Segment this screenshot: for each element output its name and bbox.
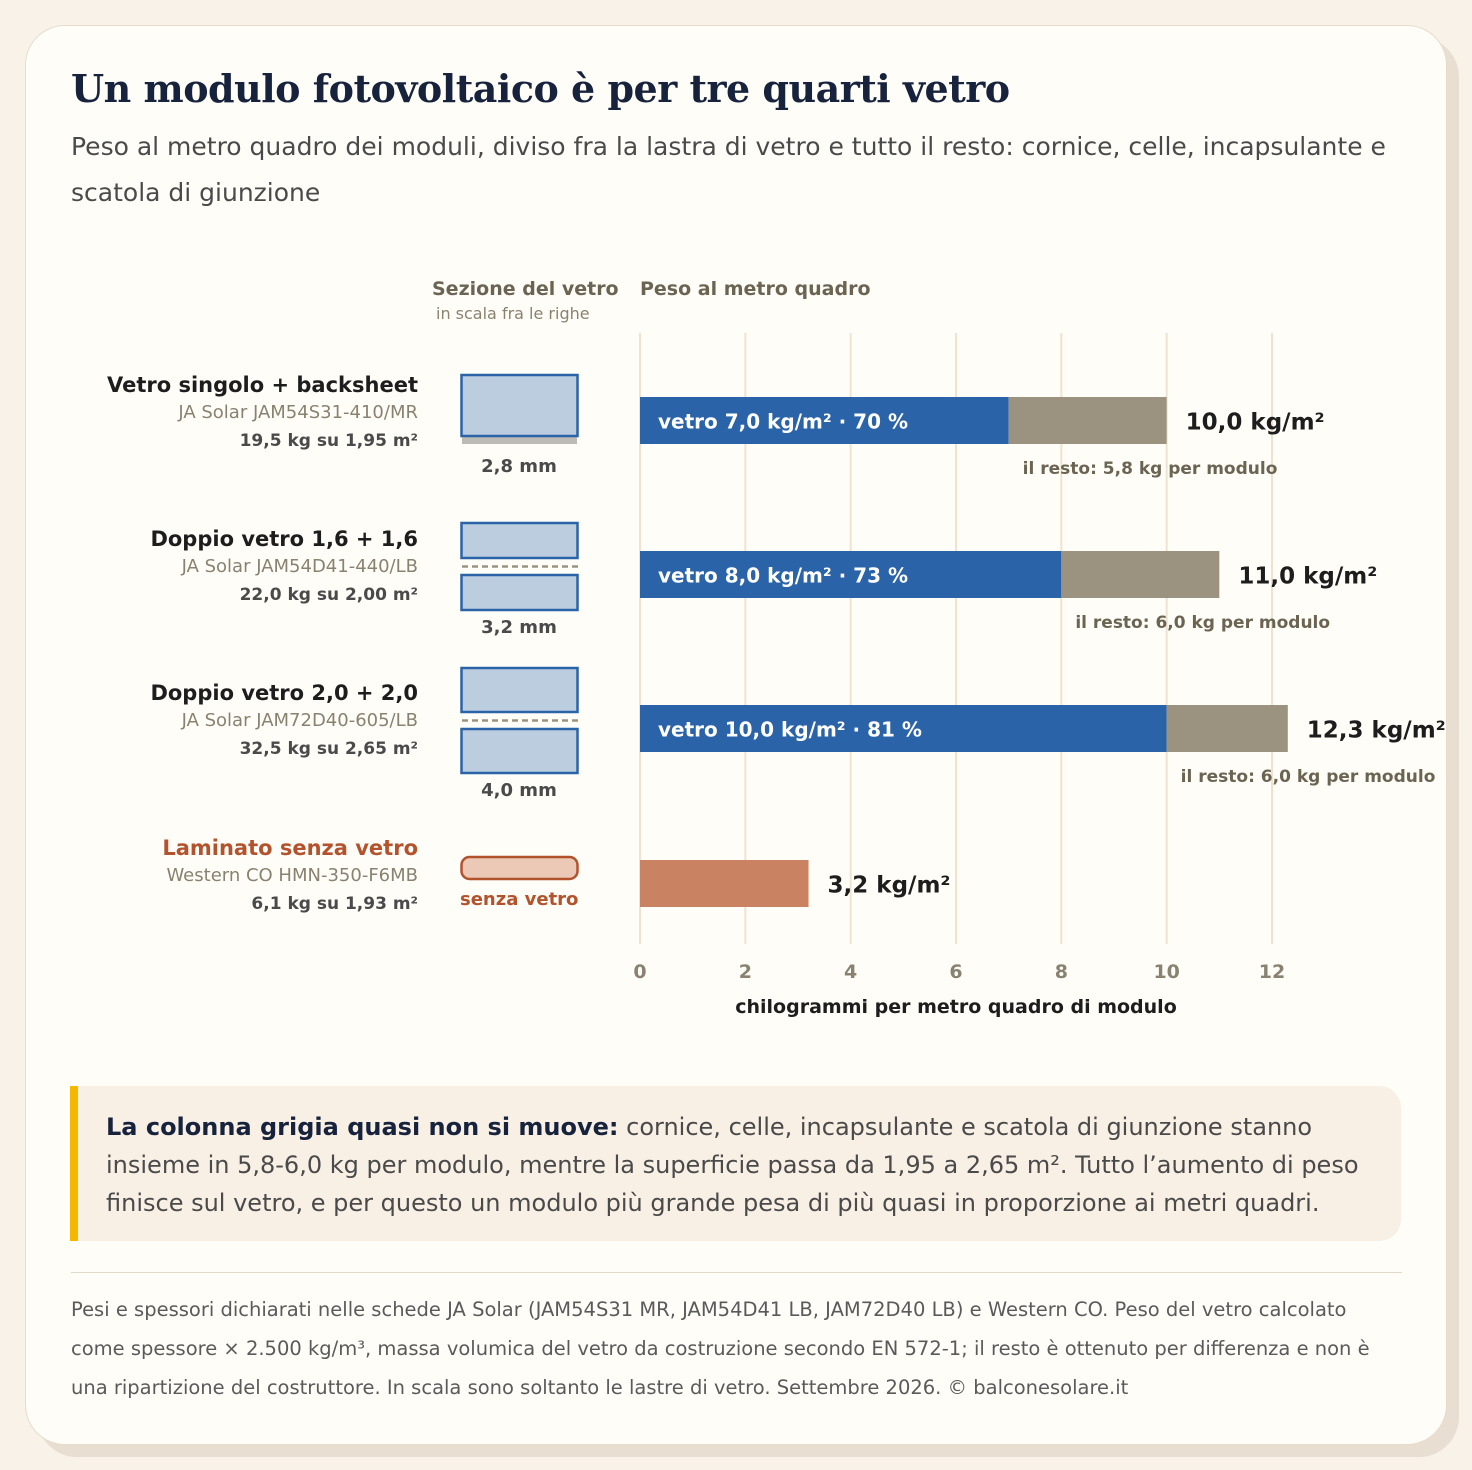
rest-data-label-0: il resto: 5,8 kg per modulo	[1023, 459, 1278, 479]
x-axis-label: chilogrammi per metro quadro di modulo	[735, 996, 1177, 1018]
x-tick-label-8: 8	[1055, 961, 1068, 983]
note-text: cornice, celle, incapsulante e scatola d…	[106, 1113, 1359, 1217]
x-tick-label-2: 2	[739, 961, 752, 983]
glass-section-single	[460, 373, 579, 444]
glass-caption-double-16: 3,2 mm	[481, 617, 557, 638]
bar-glass-0	[640, 397, 1009, 444]
bar-rest-0	[1008, 397, 1167, 444]
bar-glass-2	[640, 705, 1167, 752]
row-model: JA Solar JAM72D40-605/LB	[181, 710, 418, 731]
weight-column-title: Peso al metro quadro	[640, 278, 871, 300]
chart-title: Un modulo fotovoltaico è per tre quarti …	[71, 66, 1010, 111]
glass-caption-no-glass: senza vetro	[460, 889, 579, 910]
total-data-label-1: 11,0 kg/m²	[1238, 564, 1377, 590]
x-tick-label-0: 0	[633, 961, 646, 983]
section-column-title: Sezione del vetro	[432, 278, 619, 300]
rest-data-label-1: il resto: 6,0 kg per modulo	[1075, 613, 1330, 633]
x-tick-label-4: 4	[844, 961, 857, 983]
bar-chart: 0 2 4 6 8 10 12 vetro 7,0 kg/m² · 70 % 10,0 kg/m…	[460, 333, 1446, 1018]
row-model: Western CO HMN-350-F6MB	[166, 865, 418, 886]
row-name: Laminato senza vetro	[162, 836, 418, 860]
source-footer: Pesi e spessori dichiarati nelle schede …	[71, 1298, 1370, 1399]
rest-data-label-2: il resto: 6,0 kg per modulo	[1181, 767, 1436, 787]
glass-section-double-20	[460, 666, 579, 775]
total-data-label-2: 12,3 kg/m²	[1307, 718, 1446, 744]
row-name: Doppio vetro 1,6 + 1,6	[150, 527, 418, 551]
insight-note: La colonna grigia quasi non si muove: co…	[70, 1086, 1401, 1241]
row-weight: 6,1 kg su 1,93 m²	[251, 894, 418, 914]
total-data-label-0: 10,0 kg/m²	[1186, 410, 1325, 436]
row-name: Vetro singolo + backsheet	[106, 373, 418, 397]
row-model: JA Solar JAM54S31-410/MR	[178, 402, 418, 423]
laminate-layer	[460, 855, 579, 881]
glass-pane-back	[460, 727, 579, 775]
glass-pane	[460, 373, 579, 438]
footer-divider	[71, 1272, 1402, 1273]
row-model: JA Solar JAM54D41-440/LB	[181, 556, 418, 577]
row-name: Doppio vetro 2,0 + 2,0	[150, 681, 418, 705]
glass-data-label-2: vetro 10,0 kg/m² · 81 %	[658, 718, 922, 742]
bar-rest-1	[1061, 551, 1220, 598]
bar-no-glass-3	[640, 860, 809, 907]
x-tick-label-12: 12	[1259, 961, 1285, 983]
bar-glass-1	[640, 551, 1062, 598]
row-weight: 32,5 kg su 2,65 m²	[239, 739, 418, 759]
glass-data-label-0: vetro 7,0 kg/m² · 70 %	[658, 410, 908, 434]
row-label-double-glass-20: Doppio vetro 2,0 + 2,0 JA Solar JAM72D40…	[150, 679, 418, 763]
glass-section-double-16	[460, 521, 579, 612]
glass-pane-back	[460, 573, 579, 612]
glass-caption-double-20: 4,0 mm	[481, 780, 557, 801]
backsheet-layer	[462, 436, 577, 444]
row-label-double-glass-16: Doppio vetro 1,6 + 1,6 JA Solar JAM54D41…	[150, 525, 418, 609]
glass-pane-front	[460, 666, 579, 714]
row-label-no-glass: Laminato senza vetro Western CO HMN-350-…	[162, 834, 418, 918]
note-lead: La colonna grigia quasi non si muove:	[106, 1113, 619, 1141]
x-tick-label-6: 6	[949, 961, 962, 983]
glass-data-label-1: vetro 8,0 kg/m² · 73 %	[658, 564, 908, 588]
glass-pane-front	[460, 521, 579, 560]
x-tick-label-10: 10	[1153, 961, 1179, 983]
row-label-single-glass: Vetro singolo + backsheet JA Solar JAM54…	[107, 371, 418, 455]
section-column-subtitle: in scala fra le righe	[436, 304, 590, 323]
glass-caption-single: 2,8 mm	[481, 456, 557, 477]
chart-subtitle: Peso al metro quadro dei moduli, diviso …	[71, 132, 1386, 207]
total-data-label-3: 3,2 kg/m²	[828, 873, 951, 899]
bar-rest-2	[1166, 705, 1288, 752]
row-weight: 19,5 kg su 1,95 m²	[239, 431, 418, 451]
glass-section-no-glass	[460, 855, 579, 881]
row-weight: 22,0 kg su 2,00 m²	[239, 585, 418, 605]
